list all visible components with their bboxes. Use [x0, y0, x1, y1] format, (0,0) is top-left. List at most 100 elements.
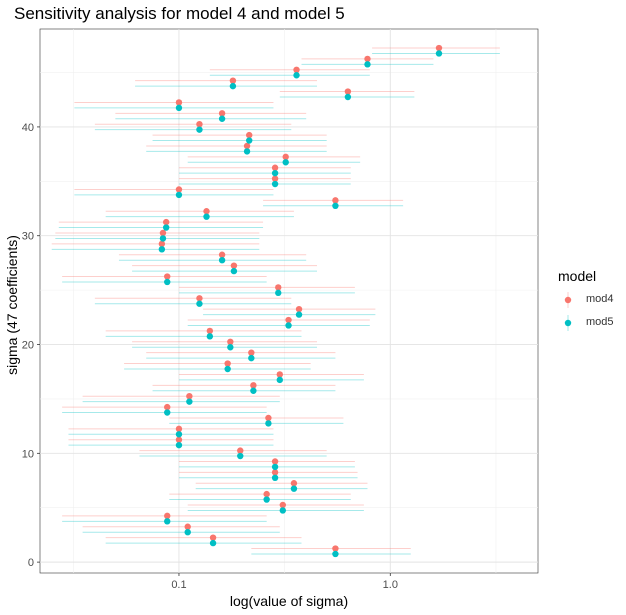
grid-minor: [40, 29, 538, 573]
point-mod5: [164, 409, 171, 416]
legend: model mod4 mod5: [558, 268, 614, 336]
point-mod4: [175, 436, 183, 443]
point-mod5: [175, 104, 183, 112]
legend-label-mod5: mod5: [586, 316, 614, 328]
point-mod5: [175, 441, 183, 449]
point-mod4: [175, 186, 183, 193]
point-mod4: [276, 371, 283, 378]
point-mod5: [164, 518, 171, 525]
point-mod5: [265, 420, 272, 427]
point-markers: [158, 44, 443, 558]
x-tick-label: 1.0: [383, 579, 398, 591]
point-mod5: [248, 354, 255, 362]
point-mod4: [227, 338, 234, 345]
point-mod5: [364, 61, 371, 68]
point-mod5: [175, 191, 183, 199]
point-mod5: [206, 333, 214, 340]
point-mod4: [175, 99, 183, 106]
point-mod4: [175, 425, 183, 433]
point-mod4: [332, 545, 339, 552]
point-mod4: [164, 403, 171, 411]
point-mod4: [246, 131, 253, 139]
point-mod4: [209, 534, 217, 541]
point-mod5: [344, 93, 352, 101]
x-axis-ticks: 0.1 1.0: [171, 573, 398, 591]
point-mod4: [263, 490, 270, 498]
y-tick-label: 10: [22, 448, 34, 460]
point-mod4: [344, 88, 352, 95]
point-mod4: [218, 251, 226, 258]
point-mod5: [175, 431, 183, 438]
point-mod5: [293, 72, 300, 79]
point-mod4: [364, 55, 371, 63]
point-mod4: [271, 469, 279, 476]
point-mod5: [196, 126, 203, 133]
point-mod4: [164, 512, 171, 520]
point-mod5: [332, 202, 339, 209]
point-mod4: [218, 110, 226, 117]
interval-lines: [51, 47, 500, 555]
y-tick-label: 20: [22, 340, 34, 352]
legend-item-mod5: mod5: [558, 313, 614, 336]
point-mod5: [162, 224, 170, 231]
point-mod4: [285, 316, 292, 324]
point-mod4: [271, 458, 279, 465]
point-mod4: [248, 349, 255, 356]
point-mod5: [295, 311, 303, 318]
grid-major: [40, 29, 538, 573]
point-mod4: [237, 447, 244, 454]
point-mod4: [158, 240, 166, 248]
point-mod4: [186, 393, 193, 400]
point-mod5: [332, 550, 339, 558]
point-mod5: [230, 267, 238, 275]
point-mod5: [285, 322, 292, 329]
point-mod5: [203, 213, 210, 220]
point-mod5: [224, 365, 231, 373]
point-mod4: [282, 153, 289, 161]
legend-key-mod4: [564, 292, 572, 308]
point-mod5: [279, 507, 287, 514]
point-mod4: [196, 295, 203, 302]
point-mod4: [196, 121, 203, 128]
x-axis-label: log(value of sigma): [229, 593, 349, 609]
point-mod4: [295, 305, 303, 313]
point-mod5: [164, 278, 171, 286]
y-tick-label: 40: [22, 122, 34, 134]
point-mod5: [276, 376, 283, 384]
point-mod4: [250, 382, 257, 389]
point-mod4: [229, 77, 237, 84]
y-tick-label: 30: [22, 231, 34, 243]
point-mod4: [435, 44, 443, 52]
point-mod5: [263, 496, 270, 503]
x-tick-label: 0.1: [171, 579, 186, 591]
point-mod4: [206, 327, 214, 335]
point-mod5: [246, 137, 253, 144]
point-mod4: [184, 523, 191, 530]
legend-key-mod5: [564, 315, 572, 331]
point-mod4: [275, 284, 282, 291]
point-mod5: [250, 387, 257, 394]
point-mod4: [203, 208, 210, 215]
point-mod5: [271, 169, 279, 177]
point-mod4: [159, 229, 167, 237]
point-mod4: [293, 66, 300, 74]
legend-label-mod4: mod4: [586, 293, 614, 305]
point-mod4: [271, 175, 279, 182]
y-axis-label: sigma (47 coefficients): [4, 235, 20, 375]
point-mod5: [237, 452, 244, 460]
point-mod5: [243, 148, 251, 155]
point-mod5: [209, 539, 217, 547]
point-mod5: [282, 159, 289, 166]
point-mod4: [290, 480, 298, 487]
point-mod4: [224, 360, 231, 367]
point-mod4: [162, 218, 170, 226]
legend-item-mod4: mod4: [558, 290, 614, 313]
point-mod4: [230, 262, 238, 269]
point-mod5: [275, 289, 282, 297]
plot-panel: [39, 28, 539, 574]
point-mod4: [279, 501, 287, 509]
point-mod4: [265, 414, 272, 422]
y-axis-ticks: 0 10 20 30 40: [22, 122, 40, 569]
point-mod4: [271, 164, 279, 171]
point-mod4: [243, 142, 251, 150]
